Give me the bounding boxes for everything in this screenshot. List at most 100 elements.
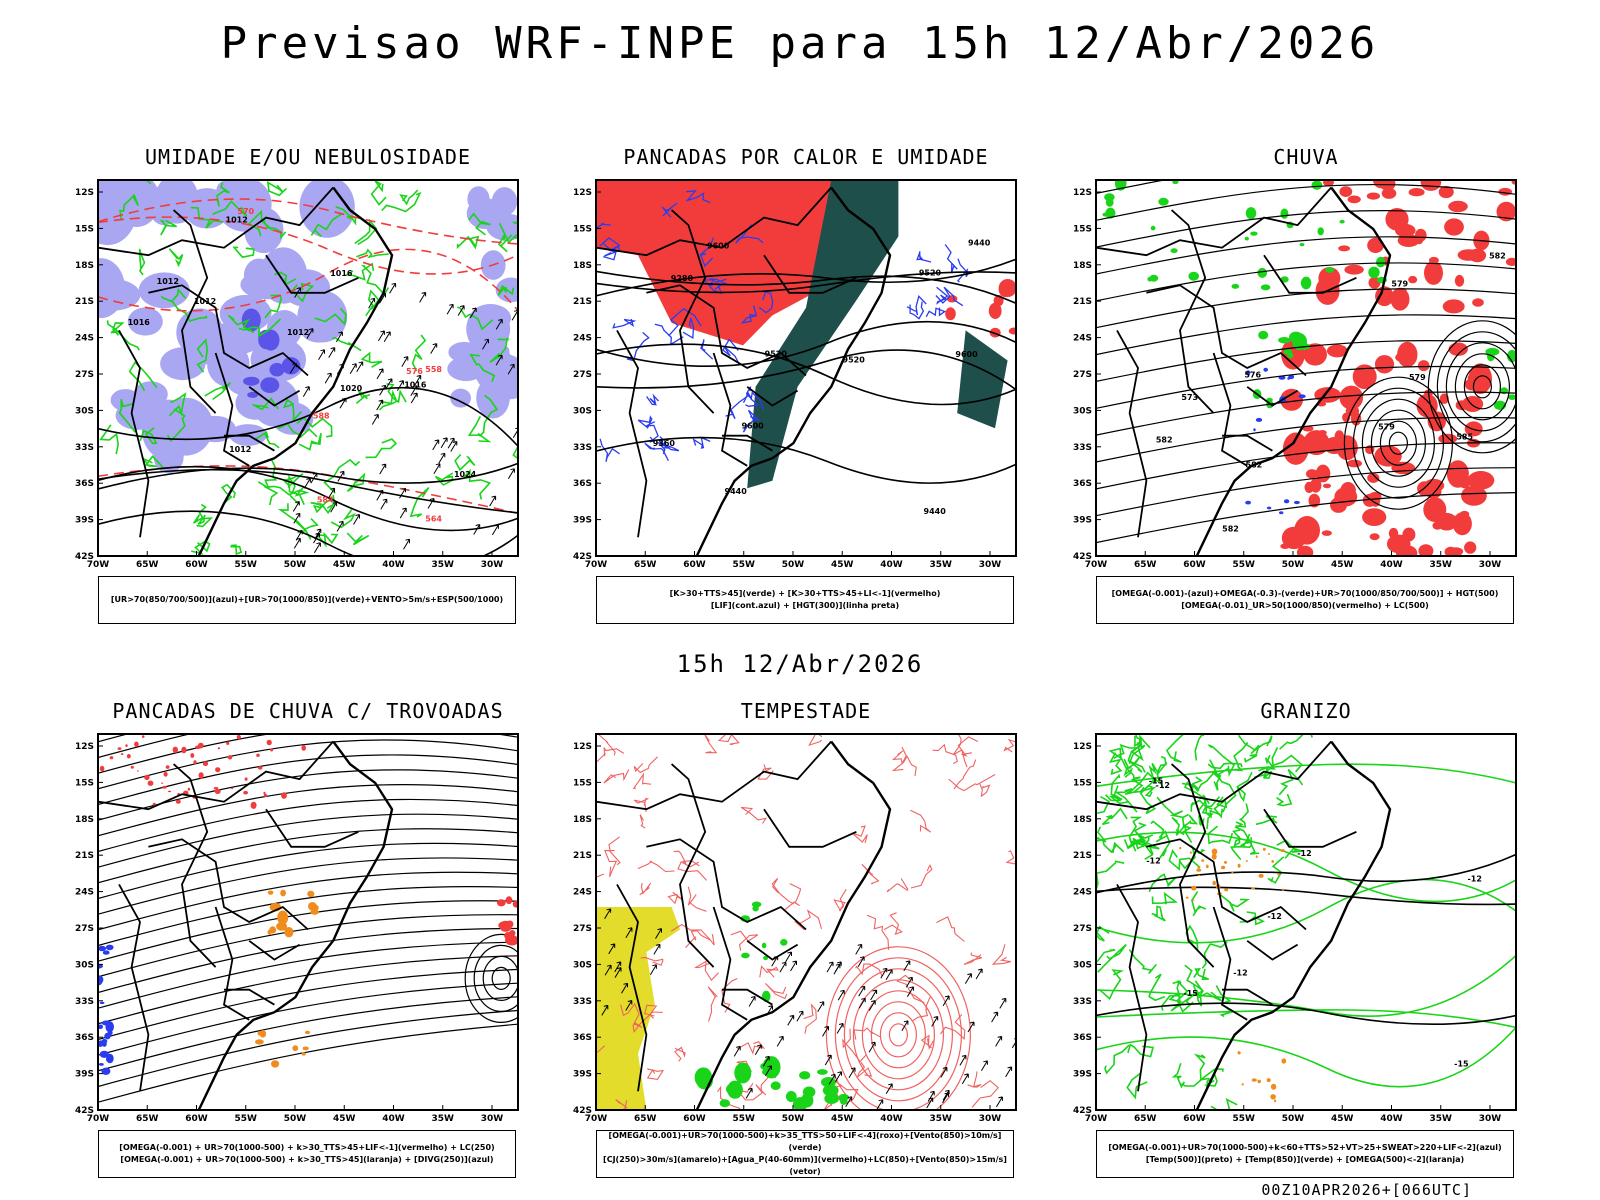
- omega-orange-area: [1280, 849, 1285, 853]
- precipitable-water-contour: [608, 836, 621, 866]
- temp-850-contour: [1096, 763, 1516, 788]
- streamline: [98, 734, 518, 774]
- omega-orange-area: [1196, 868, 1202, 872]
- contour-label: 1012: [226, 215, 248, 224]
- wind-vector: [292, 501, 300, 512]
- streamline: [98, 754, 518, 806]
- humidity-lower-contour: [381, 191, 422, 213]
- wind-vector: [787, 1014, 795, 1026]
- temp-850-contour: [1128, 949, 1158, 975]
- contour-label: 564: [425, 515, 442, 524]
- humidity-lower-contour: [497, 284, 515, 296]
- rain-green-area: [1287, 352, 1294, 359]
- wind-vector: [604, 908, 612, 920]
- precipitable-water-contour: [940, 1014, 966, 1040]
- lifted-index-contour: [659, 436, 680, 452]
- precipitable-water-contour: [932, 743, 958, 764]
- lon-tick-label: 60W: [1183, 1114, 1206, 1124]
- lifted-index-contour: [725, 394, 750, 420]
- contour-label: 9440: [924, 507, 947, 516]
- lon-tick-label: 55W: [733, 560, 756, 570]
- cyclone-streamline: [1436, 331, 1516, 443]
- rain-green-area: [1105, 198, 1114, 207]
- lon-tick-label: 30W: [979, 560, 1002, 570]
- lon-tick-label: 45W: [831, 560, 854, 570]
- lifted-index-contour: [758, 291, 774, 314]
- thickness-contour: [98, 198, 518, 245]
- lat-tick-label: 39S: [75, 516, 94, 526]
- legend-line: [OMEGA(-0.001)+UR>70(1000-500)+k>35_TTS>…: [608, 1131, 1002, 1152]
- coastline: [695, 186, 892, 556]
- thunderstorm-red-area: [109, 756, 114, 760]
- temp-850-contour: [1110, 773, 1123, 801]
- precipitable-water-contour: [1005, 850, 1016, 865]
- temp-850-contour: [1148, 973, 1166, 1002]
- lat-tick-label: 18S: [75, 815, 94, 825]
- lat-tick-label: 39S: [573, 516, 592, 526]
- rain-blue-area: [1298, 394, 1306, 399]
- streamline: [1096, 288, 1516, 329]
- wind-vector: [858, 985, 866, 997]
- wind-vector: [473, 524, 481, 535]
- border-line: [214, 906, 250, 1021]
- wind-vector: [313, 542, 321, 553]
- rain-red-area: [1321, 530, 1332, 536]
- lon-tick-label: 30W: [481, 560, 504, 570]
- temp-850-contour: [1165, 734, 1185, 763]
- humidity-lower-contour: [128, 361, 158, 392]
- thunderstorm-red-area: [163, 771, 168, 777]
- contour-label: 576: [1244, 371, 1261, 380]
- wind-vector: [764, 1065, 772, 1077]
- map-frame: [1095, 179, 1517, 557]
- humidity-lower-contour: [456, 235, 480, 250]
- wind-vector: [1005, 1066, 1013, 1078]
- cyclone-streamline: [473, 944, 518, 1012]
- streamline: [98, 784, 518, 837]
- omega-orange-area: [1231, 871, 1234, 874]
- wind-850-green-area: [838, 1093, 850, 1101]
- wind-vector: [779, 961, 787, 973]
- omega-orange-area: [1205, 864, 1209, 869]
- rain-green-area: [1244, 236, 1249, 241]
- wind-vector: [383, 331, 391, 343]
- border-line: [265, 808, 359, 848]
- omega-orange-area: [1237, 1051, 1241, 1055]
- lon-tick-label: 40W: [1380, 1114, 1403, 1124]
- panel-title: GRANIZO: [1260, 699, 1352, 723]
- lifted-index-contour: [740, 305, 758, 324]
- temp-850-contour: [1127, 742, 1144, 762]
- wind-vector: [433, 463, 441, 474]
- temp-850-contour: [1096, 1009, 1516, 1029]
- lon-tick-label: 50W: [782, 560, 805, 570]
- streamline: [98, 798, 518, 853]
- contour-label: 588: [313, 412, 330, 421]
- lon-tick-label: 45W: [1331, 1114, 1354, 1124]
- cyclone-streamline: [464, 933, 518, 1023]
- wind-vector: [649, 964, 657, 975]
- wind-850-green-area: [770, 1081, 781, 1090]
- streamline: [98, 914, 518, 978]
- wind-vector: [845, 1096, 853, 1107]
- border-line: [224, 988, 275, 1006]
- thunderstorm-red-area: [99, 765, 105, 772]
- humidity-core-area: [247, 391, 259, 398]
- contour-label: -12: [1297, 849, 1311, 858]
- lat-tick-label: 39S: [1073, 516, 1092, 526]
- humidity-lower-contour: [288, 485, 310, 505]
- rain-red-area: [1432, 521, 1443, 530]
- lon-tick-label: 50W: [284, 560, 307, 570]
- precipitable-water-contour: [952, 734, 968, 768]
- humidity-lower-contour: [119, 193, 140, 221]
- border-line: [148, 838, 309, 931]
- wind-vector: [376, 399, 384, 411]
- precipitable-water-contour: [674, 1046, 686, 1062]
- wind-vector: [608, 943, 616, 955]
- rain-red-area: [1395, 223, 1416, 238]
- border-line: [1116, 329, 1148, 538]
- lifted-index-contour: [742, 409, 760, 433]
- humidity-lower-contour: [204, 381, 231, 401]
- humidity-lower-contour: [298, 433, 322, 451]
- divergence-blue-area: [98, 1063, 104, 1066]
- omega-orange-area: [1211, 848, 1218, 855]
- temp-850-contour: [1255, 815, 1278, 826]
